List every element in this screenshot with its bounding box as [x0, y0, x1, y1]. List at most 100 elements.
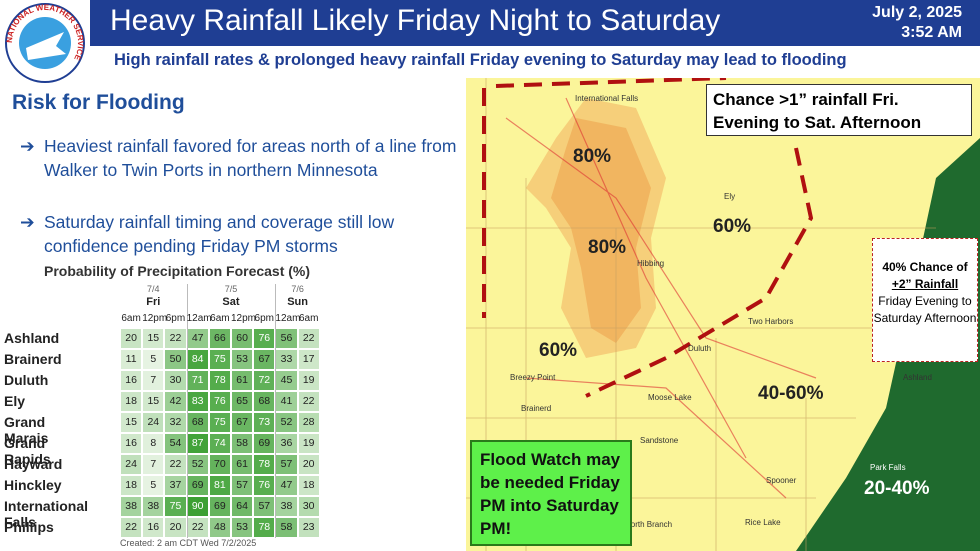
pop-cell: 7 — [143, 455, 164, 474]
pop-cell: 18 — [298, 476, 319, 495]
pop-cell: 22 — [298, 392, 319, 411]
town-label: Park Falls — [870, 463, 906, 472]
pop-cell: 33 — [276, 350, 297, 369]
pop-cell: 17 — [298, 350, 319, 369]
pop-cell: 53 — [232, 350, 253, 369]
bullet-text: Heaviest rainfall favored for areas nort… — [44, 136, 457, 180]
pop-cell: 24 — [143, 413, 164, 432]
pop-cell: 73 — [254, 413, 275, 432]
pop-cell: 22 — [121, 518, 142, 537]
nws-logo: NATIONAL WEATHER SERVICE — [5, 3, 85, 83]
pop-cell: 48 — [209, 518, 230, 537]
pop-cell: 78 — [254, 518, 275, 537]
pop-cell: 16 — [121, 371, 142, 390]
town-label: Rice Lake — [745, 518, 781, 527]
pop-cell: 5 — [143, 350, 164, 369]
hour: 6pm — [165, 313, 186, 324]
pop-cell: 53 — [232, 518, 253, 537]
subtitle: High rainfall rates & prolonged heavy ra… — [114, 51, 847, 69]
bullet: ➔ Heaviest rainfall favored for areas nor… — [20, 136, 457, 180]
chance-box: Chance >1” rainfall Fri. Evening to Sat.… — [706, 84, 972, 136]
day-name: Sun — [287, 296, 308, 308]
hour: 6am — [210, 313, 230, 324]
town-label: Ashland — [903, 373, 932, 382]
row-name: Hinckley — [4, 477, 62, 493]
pop-cell: 42 — [165, 392, 186, 411]
pop-cell: 30 — [165, 371, 186, 390]
pop-cell: 5 — [143, 476, 164, 495]
zone-label: 60% — [539, 340, 578, 361]
pop-cell: 75 — [209, 413, 230, 432]
section-title: Risk for Flooding — [12, 91, 185, 114]
pop-cell: 54 — [165, 434, 186, 453]
pop-cell: 50 — [165, 350, 186, 369]
hour: 12pm — [231, 313, 257, 324]
pop-cell: 67 — [232, 413, 253, 432]
town-label: North Branch — [625, 520, 673, 529]
callout-line: +2” Rainfall — [891, 277, 959, 291]
pop-cell: 22 — [187, 518, 208, 537]
time: 3:52 AM — [901, 24, 962, 41]
callout-line: Friday Evening to Saturday Afternoon — [873, 294, 977, 325]
town-label: Brainerd — [521, 404, 552, 413]
day-divider — [186, 284, 188, 538]
table-note: Created: 2 am CDT Wed 7/2/2025 — [120, 538, 257, 548]
pop-cell: 72 — [254, 371, 275, 390]
zone-label: 60% — [713, 216, 752, 237]
hour: 6am — [298, 313, 319, 324]
pop-cell: 58 — [276, 518, 297, 537]
pop-cell: 22 — [165, 455, 186, 474]
table-title: Probability of Precipitation Forecast (%… — [44, 263, 311, 279]
row-name: Brainerd — [4, 351, 62, 367]
flood-watch: Flood Watch may be needed Friday PM into… — [470, 440, 632, 546]
pop-cell: 19 — [298, 371, 319, 390]
pop-cell: 20 — [165, 518, 186, 537]
pop-cell: 61 — [232, 455, 253, 474]
row-name: Hayward — [4, 456, 63, 472]
pop-cell: 78 — [254, 455, 275, 474]
pop-cell: 52 — [276, 413, 297, 432]
pop-cell: 15 — [143, 329, 164, 348]
pop-cell: 38 — [143, 497, 164, 516]
pop-cell: 74 — [209, 434, 230, 453]
town-label: Moose Lake — [648, 393, 692, 402]
pop-cell: 32 — [165, 413, 186, 432]
pop-cell: 71 — [187, 371, 208, 390]
row-name: International Falls — [4, 498, 89, 530]
pop-cell: 20 — [298, 455, 319, 474]
pop-cell: 7 — [143, 371, 164, 390]
town-label: Two Harbors — [748, 317, 794, 326]
pop-cell: 38 — [121, 497, 142, 516]
town-label: Ely — [724, 192, 736, 201]
day-date: 7/4 — [147, 284, 160, 294]
pop-cell: 69 — [187, 476, 208, 495]
town-label: Breezy Point — [510, 373, 556, 382]
pop-cell: 70 — [209, 455, 230, 474]
pop-cell: 68 — [187, 413, 208, 432]
date: July 2, 2025 — [872, 4, 962, 21]
pop-cell: 8 — [143, 434, 164, 453]
pop-cell: 67 — [254, 350, 275, 369]
pop-cell: 11 — [121, 350, 142, 369]
pop-cell: 75 — [165, 497, 186, 516]
pop-cell: 87 — [187, 434, 208, 453]
hour: 12am — [186, 313, 212, 324]
hour: 12am — [275, 313, 301, 324]
pop-cell: 76 — [209, 392, 230, 411]
title: Heavy Rainfall Likely Friday Night to Sa… — [110, 4, 721, 37]
zone-label: 20-40% — [864, 478, 930, 499]
day-name: Fri — [146, 296, 161, 308]
pop-cell: 68 — [254, 392, 275, 411]
pop-cell: 69 — [254, 434, 275, 453]
pop-cell: 16 — [143, 518, 164, 537]
pop-cell: 36 — [276, 434, 297, 453]
pop-cell: 78 — [209, 371, 230, 390]
town-label: Spooner — [766, 476, 797, 485]
bullet-text: Saturday rainfall timing and coverage st… — [44, 212, 395, 256]
pop-cell: 16 — [121, 434, 142, 453]
pop-cell: 66 — [209, 329, 230, 348]
pop-cell: 20 — [121, 329, 142, 348]
zone-label: 40-60% — [758, 383, 824, 404]
pop-cell: 24 — [121, 455, 142, 474]
